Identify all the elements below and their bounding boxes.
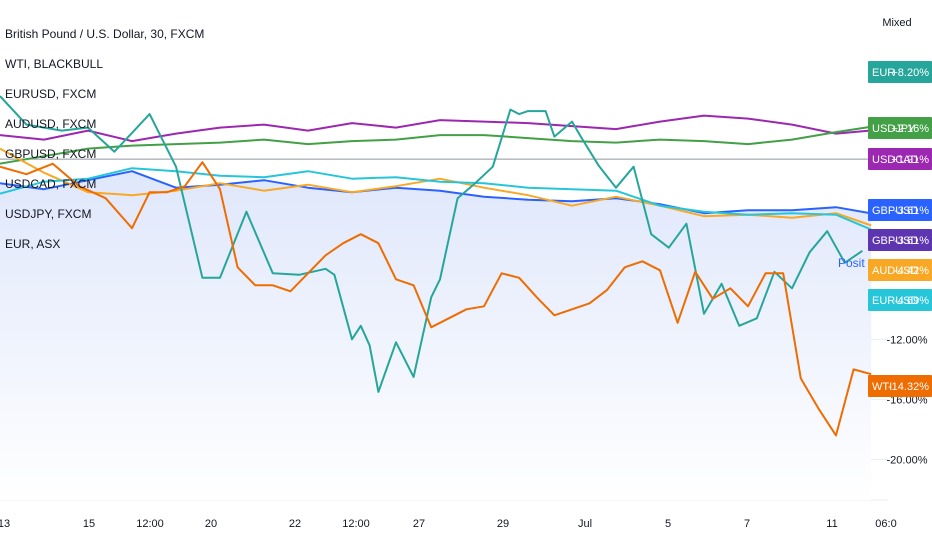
- x-tick-label: 12:00: [136, 518, 164, 530]
- x-tick-label: 11: [826, 518, 837, 530]
- legend-item[interactable]: USDCAD, FXCM: [5, 177, 96, 191]
- x-tick-label: 13: [0, 518, 10, 530]
- y-tick-label: -16.00%: [887, 394, 928, 406]
- tag-symbol: EUR: [872, 67, 895, 79]
- tag-symbol: GBPUSD: [872, 205, 919, 217]
- tag-change: -3.61%: [894, 205, 929, 217]
- tag-change: -14.32%: [888, 381, 929, 393]
- legend-item[interactable]: EURUSD, FXCM: [5, 87, 96, 101]
- series-line-usdjpy: [0, 125, 872, 165]
- tag-symbol: AUDUSD: [872, 265, 919, 277]
- series-line-audusd: [0, 147, 872, 227]
- pane-mode-label[interactable]: Mixed: [882, 17, 911, 29]
- tag-symbol: USDCAD: [872, 154, 919, 166]
- x-tick-label: 29: [497, 518, 509, 530]
- main-series-area: [0, 171, 872, 500]
- tag-symbol: USDJPY: [872, 123, 916, 135]
- y-tick-label: -12.00%: [887, 334, 928, 346]
- value-tag-usdcad: USDCAD+1.91%: [868, 148, 932, 170]
- value-tag-gbpusd: GBPUSD-3.61%: [868, 199, 932, 221]
- x-tick-label: 22: [289, 518, 301, 530]
- x-tick-label: 20: [205, 518, 217, 530]
- tag-symbol: EURUSD: [872, 295, 919, 307]
- x-tick-label: 15: [83, 518, 95, 530]
- tag-change: -4.42%: [894, 265, 929, 277]
- legend-item[interactable]: WTI, BLACKBULL: [5, 57, 103, 71]
- x-tick-label: 5: [665, 518, 671, 530]
- value-tag-usdjpy: USDJPY+2.16%: [868, 117, 932, 139]
- value-tag-audusd: AUDUSD-4.42%: [868, 259, 932, 281]
- x-tick-label: Jul: [578, 518, 592, 530]
- price-area: [0, 171, 872, 500]
- symbol-legend: British Pound / U.S. Dollar, 30, FXCM WTI…: [5, 27, 204, 251]
- x-tick-label: 27: [413, 518, 425, 530]
- value-tag-gbpusd: GBPUSD-3.61%: [868, 229, 932, 251]
- tag-change: +2.16%: [891, 123, 929, 135]
- series-line-wti: [0, 161, 872, 437]
- y-tick-label: -20.00%: [887, 454, 928, 466]
- tag-symbol: WTI: [872, 381, 892, 393]
- legend-item[interactable]: EUR, ASX: [5, 237, 60, 251]
- value-tag-eurusd: EURUSD-4.69%: [868, 289, 932, 311]
- position-label: Posit: [838, 256, 865, 270]
- series-line-gbpusd: [0, 170, 872, 215]
- tag-change: +1.91%: [891, 154, 929, 166]
- x-tick-label: 12:00: [342, 518, 370, 530]
- legend-item[interactable]: British Pound / U.S. Dollar, 30, FXCM: [5, 27, 204, 41]
- x-tick-label: 7: [744, 518, 750, 530]
- legend-item[interactable]: AUDUSD, FXCM: [5, 117, 96, 131]
- value-tag-wti: WTI-14.32%: [868, 375, 932, 397]
- series-line-eurusd: [0, 167, 872, 231]
- value-tag-eur: EUR+8.20%: [868, 61, 932, 83]
- series-lines: [0, 95, 872, 437]
- series-line-usdcad: [0, 114, 872, 143]
- last-value-tags: USDCAD+1.91%USDJPY+2.16%GBPUSD-3.61%GBPU…: [868, 61, 932, 397]
- tag-change: +8.20%: [891, 67, 929, 79]
- tag-change: -3.61%: [894, 235, 929, 247]
- time-axis[interactable]: 13 15 12:00 20 22 12:00 27 29 Jul 5 7 11 06:0: [0, 518, 897, 530]
- legend-item[interactable]: USDJPY, FXCM: [5, 207, 91, 221]
- tag-symbol: GBPUSD: [872, 235, 919, 247]
- x-tick-label: 06:0: [875, 518, 896, 530]
- tag-change: -4.69%: [894, 295, 929, 307]
- legend-item[interactable]: GBPUSD, FXCM: [5, 147, 96, 161]
